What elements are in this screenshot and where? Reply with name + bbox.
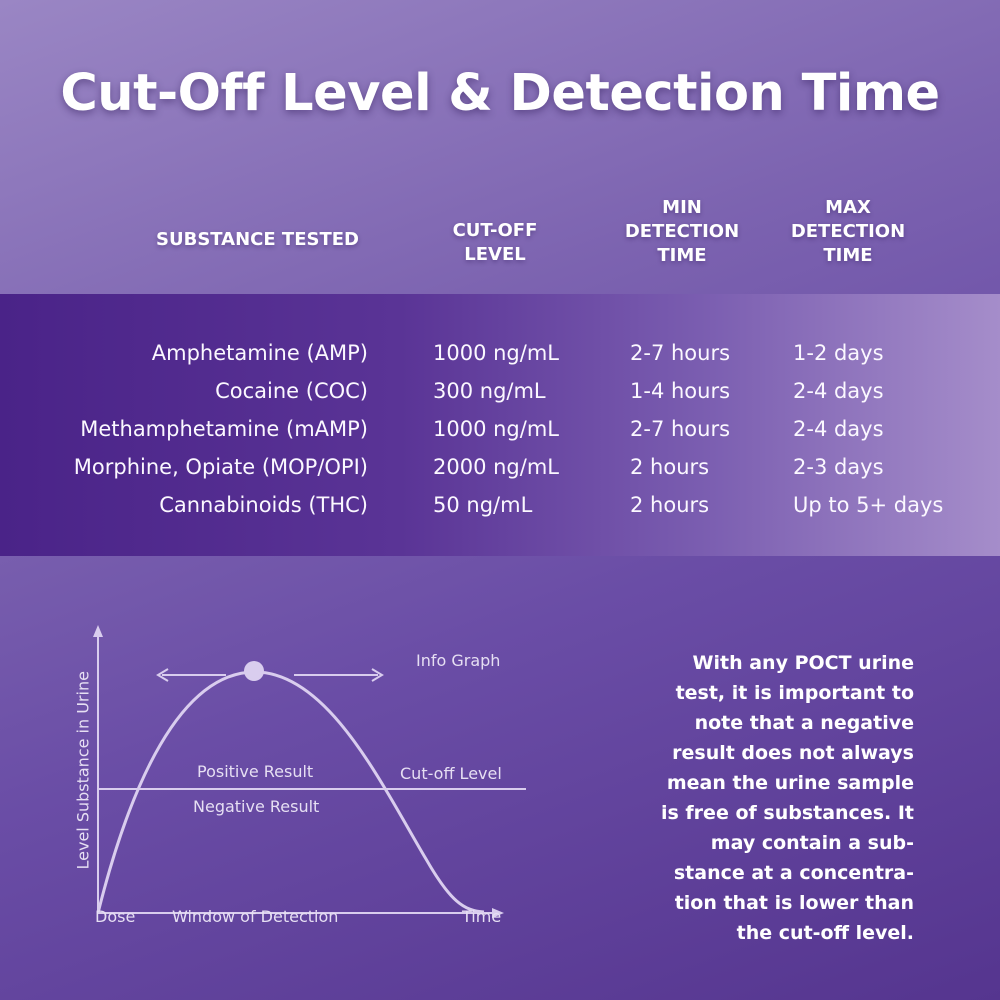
note-line: mean the urine sample xyxy=(666,772,914,794)
cell-max-time: 1-2 days xyxy=(793,341,884,365)
info-graph-drawing xyxy=(93,625,526,918)
note-line: is free of substances. It xyxy=(660,802,914,824)
cell-max-time: 2-3 days xyxy=(793,455,884,479)
cell-substance: Cannabinoids (THC) xyxy=(159,493,368,517)
y-axis-arrow-icon xyxy=(93,625,103,637)
table-row: Amphetamine (AMP) 1000 ng/mL 2-7 hours 1… xyxy=(0,341,1000,379)
note-line: note that a negative xyxy=(694,712,914,734)
header-min-line: TIME xyxy=(657,245,707,266)
x-axis-arrow-icon xyxy=(492,908,504,918)
concentration-curve xyxy=(96,670,485,914)
time-label: Time xyxy=(462,907,502,926)
cell-min-time: 2 hours xyxy=(630,493,710,517)
cutoff-level-label: Cut-off Level xyxy=(400,764,502,783)
cell-cutoff: 1000 ng/mL xyxy=(433,341,559,365)
cell-cutoff: 50 ng/mL xyxy=(433,493,533,517)
header-substance-label: SUBSTANCE TESTED xyxy=(156,229,359,250)
y-axis-label: Level Substance in Urine xyxy=(73,671,93,870)
cell-max-time: Up to 5+ days xyxy=(793,493,944,517)
cell-min-time: 2-7 hours xyxy=(630,341,731,365)
left-arrow-icon xyxy=(156,668,169,682)
cell-min-time: 1-4 hours xyxy=(630,379,731,403)
cell-min-time: 2-7 hours xyxy=(630,417,731,441)
dose-label: Dose xyxy=(95,907,136,926)
cell-cutoff: 300 ng/mL xyxy=(433,379,546,403)
note-line: With any POCT urine xyxy=(692,652,914,674)
window-of-detection-label: Window of Detection xyxy=(172,907,339,926)
cell-cutoff: 2000 ng/mL xyxy=(433,455,559,479)
page-title: Cut-Off Level & Detection Time xyxy=(60,64,940,123)
cell-substance: Methamphetamine (mAMP) xyxy=(80,417,368,441)
header-cutoff: CUT-OFF LEVEL xyxy=(430,219,560,267)
header-min-line: MIN xyxy=(662,197,702,218)
header-max-line: TIME xyxy=(823,245,873,266)
note-line: may contain a sub- xyxy=(710,832,914,854)
note-line: result does not always xyxy=(672,742,914,764)
header-min-line: DETECTION xyxy=(624,221,740,242)
note-line: test, it is important to xyxy=(675,682,914,704)
right-arrow-icon xyxy=(371,668,384,682)
note-line: tion that is lower than xyxy=(674,892,914,914)
header-cutoff-line: LEVEL xyxy=(464,244,526,265)
positive-result-label: Positive Result xyxy=(197,762,314,781)
cell-substance: Amphetamine (AMP) xyxy=(151,341,368,365)
table-row: Morphine, Opiate (MOP/OPI) 2000 ng/mL 2 … xyxy=(0,455,1000,493)
poct-note: With any POCT urine test, it is importan… xyxy=(614,648,914,948)
table-row: Cocaine (COC) 300 ng/mL 1-4 hours 2-4 da… xyxy=(0,379,1000,417)
note-line: stance at a concentra- xyxy=(673,862,914,884)
peak-dot xyxy=(244,661,264,681)
graph-caption: Info Graph xyxy=(416,651,501,670)
cell-cutoff: 1000 ng/mL xyxy=(433,417,559,441)
table-band xyxy=(0,294,1000,556)
cell-max-time: 2-4 days xyxy=(793,379,884,403)
header-max-line: MAX xyxy=(825,197,871,218)
info-graph: Info Graph Level Substance in Urine Posi… xyxy=(60,615,540,940)
cell-max-time: 2-4 days xyxy=(793,417,884,441)
header-max-time: MAX DETECTION TIME xyxy=(778,196,918,268)
table-row: Methamphetamine (mAMP) 1000 ng/mL 2-7 ho… xyxy=(0,417,1000,455)
header-max-line: DETECTION xyxy=(790,221,906,242)
header-substance: SUBSTANCE TESTED xyxy=(150,228,365,252)
cell-min-time: 2 hours xyxy=(630,455,710,479)
header-min-time: MIN DETECTION TIME xyxy=(612,196,752,268)
header-cutoff-line: CUT-OFF xyxy=(452,220,538,241)
cell-substance: Morphine, Opiate (MOP/OPI) xyxy=(73,455,368,479)
note-line: the cut-off level. xyxy=(736,922,914,944)
negative-result-label: Negative Result xyxy=(193,797,320,816)
table-row: Cannabinoids (THC) 50 ng/mL 2 hours Up t… xyxy=(0,493,1000,531)
cell-substance: Cocaine (COC) xyxy=(215,379,368,403)
